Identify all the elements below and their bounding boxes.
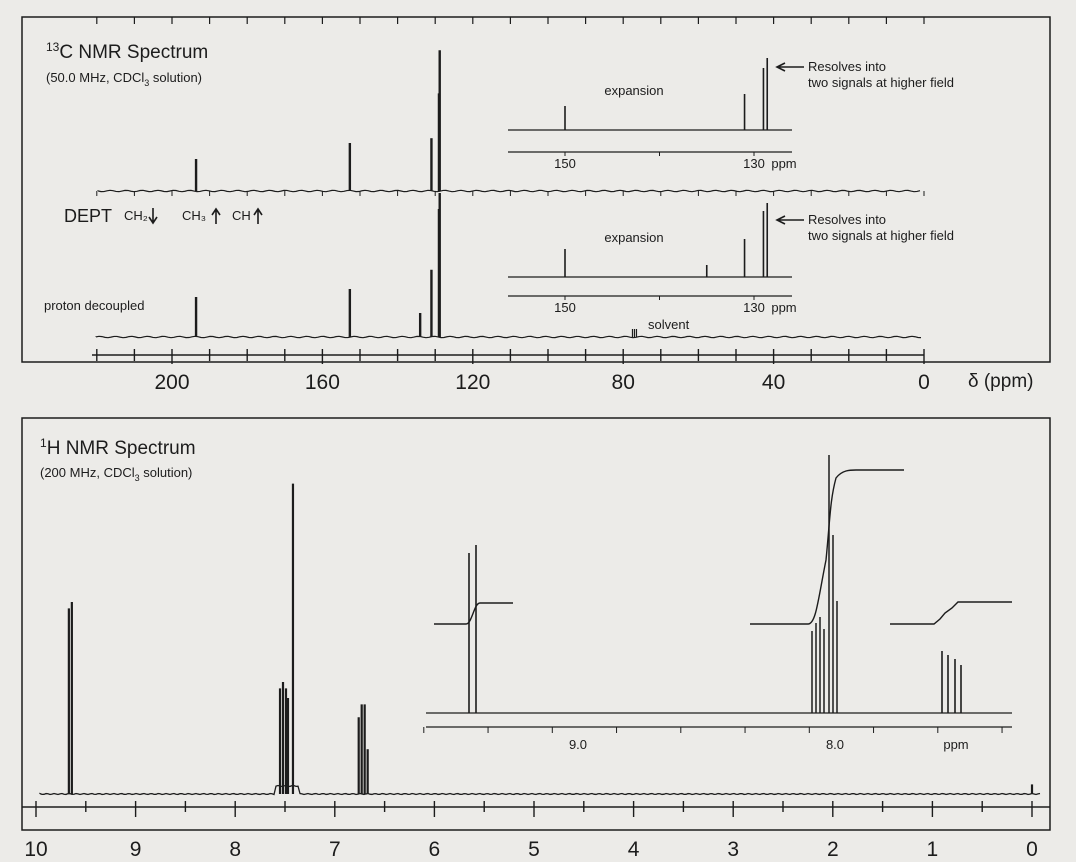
inset-tick-label: 150 <box>554 156 576 171</box>
h1-inset-unit-label: ppm <box>943 737 968 752</box>
dept-ch-label: CH <box>232 208 251 223</box>
inset-tick-label: 130 <box>743 300 765 315</box>
h1-tick-label: 5 <box>528 838 540 861</box>
h1-tick-label: 7 <box>329 838 341 861</box>
arrow-down-icon <box>148 208 158 225</box>
dept-ch3-label: CH₃ <box>182 208 206 223</box>
c13-spectra <box>95 50 922 339</box>
expansion-label: expansion <box>604 230 663 245</box>
c13-tick-label: 120 <box>455 371 490 394</box>
c13-x-axis: δ (ppm) 200 160 120 80 40 0 <box>92 349 1033 394</box>
inset-tick-label: 150 <box>554 300 576 315</box>
c13-subtitle: (50.0 MHz, CDCl3 solution) <box>46 70 202 88</box>
c13-title: 13C NMR Spectrum <box>46 40 208 63</box>
inset-tick-label: 130 <box>743 156 765 171</box>
h1-integral-curve <box>434 602 513 625</box>
h1-tick-label: 10 <box>24 838 47 861</box>
h1-tick-label: 1 <box>927 838 939 861</box>
dept-ch2-label: CH₂ <box>124 208 148 223</box>
c13-tick-label: 0 <box>918 371 930 394</box>
arrow-left-icon <box>775 215 804 225</box>
h1-integral-curve <box>750 469 904 625</box>
h1-inset-tick-label: 9.0 <box>569 737 587 752</box>
h1-spectrum <box>39 483 1041 796</box>
arrow-left-icon <box>775 62 804 72</box>
resolve-note-line2: two signals at higher field <box>808 75 954 90</box>
h1-tick-label: 9 <box>130 838 142 861</box>
expansion-label: expansion <box>604 83 663 98</box>
inset-unit-label: ppm <box>771 300 796 315</box>
h1-tick-label: 4 <box>628 838 640 861</box>
proton-decoupled-label: proton decoupled <box>44 298 144 313</box>
solvent-label: solvent <box>648 317 690 332</box>
c13-tick-label: 40 <box>762 371 785 394</box>
h1-subtitle: (200 MHz, CDCl3 solution) <box>40 465 192 483</box>
h1-inset-tick-label: 8.0 <box>826 737 844 752</box>
c13-frame <box>21 16 1051 363</box>
h1-frame <box>21 417 1051 831</box>
h1-nmr-panel: 1H NMR Spectrum (200 MHz, CDCl3 solution… <box>21 417 1051 831</box>
c13-tick-label: 160 <box>305 371 340 394</box>
c13-tick-label: 200 <box>154 371 189 394</box>
c13-axis-label: δ (ppm) <box>968 371 1033 392</box>
inset-unit-label: ppm <box>771 156 796 171</box>
resolve-note-line1: Resolves into <box>808 212 886 227</box>
h1-title: 1H NMR Spectrum <box>40 436 196 459</box>
h1-x-axis: 10 9 8 7 6 5 4 3 2 1 0 <box>22 801 1050 861</box>
resolve-note-line2: two signals at higher field <box>808 228 954 243</box>
resolve-note-line1: Resolves into <box>808 59 886 74</box>
dept-label: DEPT <box>64 206 112 226</box>
h1-baseline <box>39 784 1041 796</box>
c13-tick-label: 80 <box>612 371 635 394</box>
h1-integral-curve <box>890 601 1012 625</box>
c13-nmr-panel: 13C NMR Spectrum (50.0 MHz, CDCl3 soluti… <box>21 16 1051 363</box>
h1-tick-label: 8 <box>229 838 241 861</box>
h1-tick-label: 3 <box>727 838 739 861</box>
h1-tick-label: 0 <box>1026 838 1038 861</box>
h1-tick-label: 2 <box>827 838 839 861</box>
h1-tick-label: 6 <box>429 838 441 861</box>
decoupled-baseline <box>95 335 922 339</box>
arrow-up-icon <box>211 207 221 224</box>
arrow-up-icon <box>253 207 263 224</box>
dept-baseline <box>97 189 921 193</box>
